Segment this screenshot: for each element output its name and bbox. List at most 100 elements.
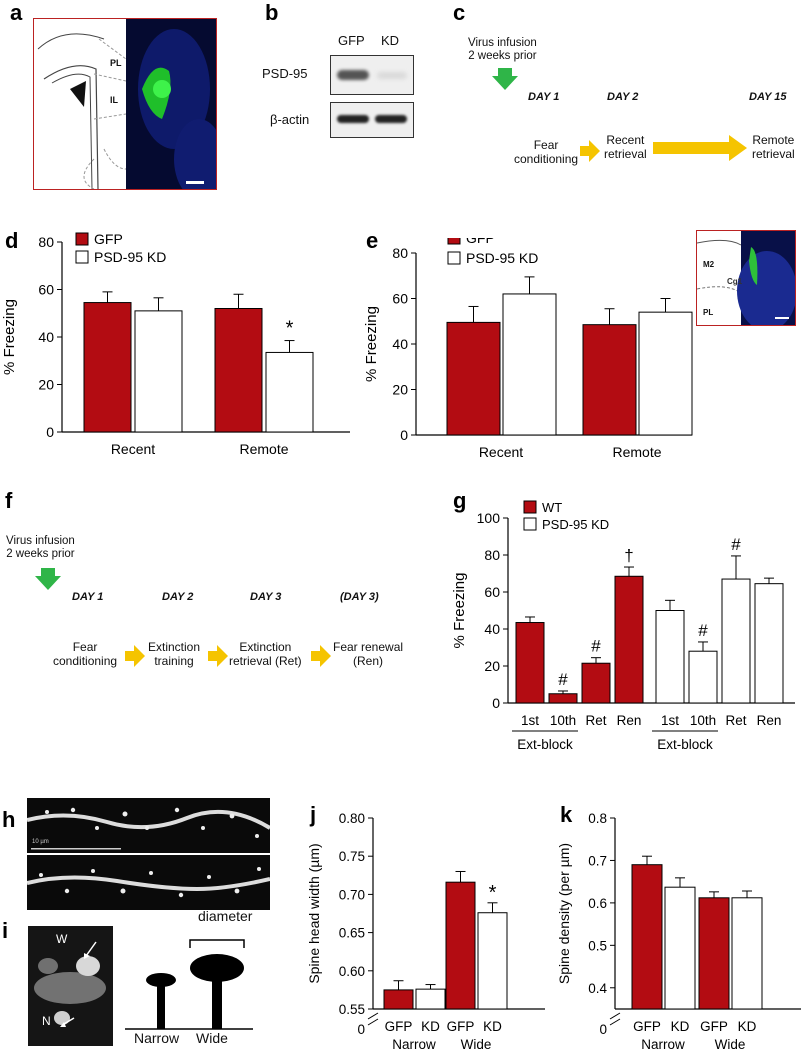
significance-mark: # <box>558 670 568 689</box>
y-tick-label: 40 <box>484 621 500 637</box>
panel-label-j: j <box>310 802 317 827</box>
panel-f-arrow-1-icon <box>125 645 145 667</box>
panel-f-step-retrieval: Extinction retrieval (Ret) <box>229 640 302 668</box>
bar <box>698 897 730 1010</box>
x-sub-label: KD <box>738 1019 757 1034</box>
region-label-pl: PL <box>110 58 122 68</box>
bar <box>83 302 132 433</box>
panel-e-inset: M2 Cg1 PL <box>696 230 796 326</box>
x-sub-label: KD <box>671 1019 690 1034</box>
x-sub-label: KD <box>421 1019 440 1034</box>
inset-label-cg1: Cg1 <box>727 277 743 286</box>
legend-swatch <box>75 250 89 264</box>
bar <box>754 583 784 704</box>
legend-label: PSD-95 KD <box>94 249 166 265</box>
x-category-label: Recent <box>111 441 155 457</box>
legend-label: WT <box>542 500 562 515</box>
panel-c-virus-text: Virus infusion 2 weeks prior <box>468 37 537 62</box>
panel-f-arrow-3-icon <box>311 645 331 667</box>
x-category-label: Wide <box>461 1037 492 1050</box>
axis-zero-label: 0 <box>357 1022 365 1037</box>
bar <box>515 622 545 704</box>
panel-a-figure: PL IL <box>33 18 217 190</box>
legend-swatch <box>523 500 537 514</box>
panel-label-c: c <box>453 0 466 25</box>
axis-break-mark <box>367 1012 379 1020</box>
bar <box>502 293 557 436</box>
x-category-label: Narrow <box>641 1037 685 1050</box>
x-sub-label: GFP <box>700 1019 728 1034</box>
panel-c-step-remote: Remote retrieval <box>752 133 795 161</box>
narrow-label: Narrow <box>134 1030 180 1046</box>
bar <box>134 310 183 433</box>
panel-c-step-recent: Recent retrieval <box>604 133 647 161</box>
scale-bar-label: 10 µm <box>32 839 49 845</box>
panel-c-day1: DAY 1 <box>528 91 560 103</box>
y-tick-label: 80 <box>392 245 408 261</box>
y-tick-label: 100 <box>477 510 501 526</box>
significance-mark: # <box>698 621 708 640</box>
y-axis-title: Spine head width (µm) <box>306 843 322 983</box>
panel-label-b: b <box>265 0 279 25</box>
bar <box>446 321 501 436</box>
label-n: N <box>42 1014 51 1028</box>
bar <box>614 575 644 704</box>
legend-label: GFP <box>466 238 495 246</box>
bar <box>631 864 663 1010</box>
y-tick-label: 60 <box>392 291 408 307</box>
y-tick-label: 80 <box>484 547 500 563</box>
x-category-label: Narrow <box>392 1037 436 1050</box>
axis-zero-label: 0 <box>599 1022 607 1037</box>
panel-label-g: g <box>453 488 467 513</box>
x-sub-label: GFP <box>447 1019 475 1034</box>
brain-atlas-drawing <box>34 19 216 189</box>
bar <box>548 693 578 704</box>
significance-mark: # <box>731 535 741 554</box>
y-tick-label: 0.8 <box>588 811 607 826</box>
x-category-label: Remote <box>239 441 288 457</box>
y-tick-label: 0 <box>492 695 500 711</box>
panel-label-a: a <box>10 0 23 25</box>
inset-label-pl: PL <box>703 308 714 317</box>
y-tick-label: 0.55 <box>339 1002 365 1017</box>
panel-f-day3b: (DAY 3) <box>340 591 379 603</box>
significance-mark: * <box>286 318 294 340</box>
chart-k: 0.4 0.5 0.6 0.7 0.8 Spine density (per µm) 0 GF… <box>556 811 801 1050</box>
x-sub-label: KD <box>483 1019 502 1034</box>
y-tick-label: 20 <box>392 382 408 398</box>
panel-f-day3: DAY 3 <box>250 591 282 603</box>
blot-col-kd: KD <box>381 33 400 48</box>
panel-f-day1: DAY 1 <box>72 591 104 603</box>
x-category-label: Ret <box>585 713 606 728</box>
dendrite-image-bottom <box>27 855 270 910</box>
panel-c-arrow-1-icon <box>580 140 600 162</box>
bar <box>445 881 476 1010</box>
y-tick-label: 40 <box>38 329 54 345</box>
panel-c-day15: DAY 15 <box>749 91 787 103</box>
legend-swatch <box>447 238 461 245</box>
y-tick-label: 0.7 <box>588 853 607 868</box>
x-category-label: 10th <box>690 713 716 728</box>
bar <box>664 886 696 1010</box>
blot-col-gfp: GFP <box>338 33 365 48</box>
bar <box>655 610 685 704</box>
blot-row-actin: β-actin <box>270 112 310 127</box>
panel-f-arrow-2-icon <box>208 645 228 667</box>
spine-closeup-image: W N <box>28 926 113 1046</box>
panel-label-h: h <box>2 807 16 832</box>
y-tick-label: 20 <box>484 658 500 674</box>
axis-break-mark <box>367 1018 379 1026</box>
panel-label-e: e <box>366 228 379 253</box>
significance-mark: * <box>489 882 497 904</box>
bar <box>721 578 751 704</box>
x-sub-label: GFP <box>385 1019 413 1034</box>
y-tick-label: 0.6 <box>588 896 607 911</box>
legend-label: PSD-95 KD <box>466 250 538 266</box>
dendrite-image-top: 10 µm <box>27 798 270 853</box>
chart-j: 0.55 0.60 0.65 0.70 0.75 0.80 Spine head width… <box>306 811 545 1050</box>
bar <box>638 311 693 436</box>
y-axis-title: % Freezing <box>1 299 18 375</box>
panel-f-step-training: Extinction training <box>148 640 201 668</box>
y-tick-label: 0.60 <box>339 964 365 979</box>
blot-actin-band <box>330 102 414 138</box>
